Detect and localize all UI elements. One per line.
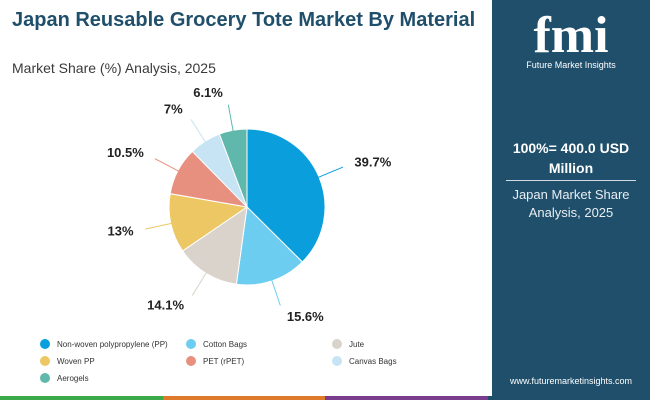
leader-line xyxy=(145,222,173,230)
legend-item: Woven PP xyxy=(40,356,95,366)
slice-label: 7% xyxy=(164,101,183,116)
market-share-label: Japan Market Share Analysis, 2025 xyxy=(512,187,630,220)
strip-segment xyxy=(487,396,650,400)
legend-label: Non-woven polypropylene (PP) xyxy=(57,339,168,349)
legend-label: Woven PP xyxy=(57,356,95,366)
legend-label: Cotton Bags xyxy=(203,339,248,349)
legend-item: Canvas Bags xyxy=(332,356,397,366)
slice-label: 6.1% xyxy=(193,85,223,100)
leader-line xyxy=(270,278,281,306)
legend-swatch xyxy=(332,356,342,366)
fmi-logo: fmi xyxy=(533,8,608,58)
legend-item: PET (rPET) xyxy=(186,356,244,366)
slice-label: 15.6% xyxy=(287,309,324,324)
legend-label: Jute xyxy=(349,339,365,349)
leader-line xyxy=(154,158,180,173)
legend-item: Aerogels xyxy=(40,373,89,383)
panel-divider xyxy=(506,180,636,181)
logo-text: Future Market Insights xyxy=(526,60,616,70)
legend-swatch xyxy=(40,339,50,349)
market-total: 100%= 400.0 USD Million xyxy=(512,140,630,176)
legend: Non-woven polypropylene (PP) Cotton Bags J… xyxy=(40,339,400,389)
legend-label: Canvas Bags xyxy=(349,356,397,366)
strip-segment xyxy=(325,396,488,400)
strip-segment xyxy=(0,396,163,400)
legend-label: Aerogels xyxy=(57,373,89,383)
chart-title: Japan Reusable Grocery Tote Market By Ma… xyxy=(12,9,476,31)
website-link[interactable]: www.futuremarketinsights.com xyxy=(509,376,633,386)
legend-swatch xyxy=(186,339,196,349)
legend-swatch xyxy=(332,339,342,349)
chart-subtitle: Market Share (%) Analysis, 2025 xyxy=(12,60,216,76)
leader-line xyxy=(191,271,208,296)
leader-line xyxy=(227,104,234,133)
slice-label: 13% xyxy=(108,224,134,239)
legend-item: Non-woven polypropylene (PP) xyxy=(40,339,168,349)
pie-chart: 39.7% 15.6% 14.1% 13% 10.5% 7% 6.1% xyxy=(107,85,392,324)
legend-item: Cotton Bags xyxy=(186,339,247,349)
leader-line xyxy=(190,119,207,144)
legend-label: PET (rPET) xyxy=(203,356,245,366)
legend-swatch xyxy=(186,356,196,366)
strip-segment xyxy=(162,396,325,400)
legend-swatch xyxy=(40,356,50,366)
info-panel: fmi Future Market Insights 100%= 400.0 U… xyxy=(492,0,650,400)
bottom-color-strip xyxy=(0,396,650,400)
slice-label: 39.7% xyxy=(354,154,391,169)
slice-label: 14.1% xyxy=(147,298,184,313)
slice-label: 10.5% xyxy=(107,145,144,160)
fmi-logo-mark: fmi xyxy=(533,8,608,58)
leader-line xyxy=(316,166,344,179)
legend-swatch xyxy=(40,373,50,383)
legend-item: Jute xyxy=(332,339,364,349)
